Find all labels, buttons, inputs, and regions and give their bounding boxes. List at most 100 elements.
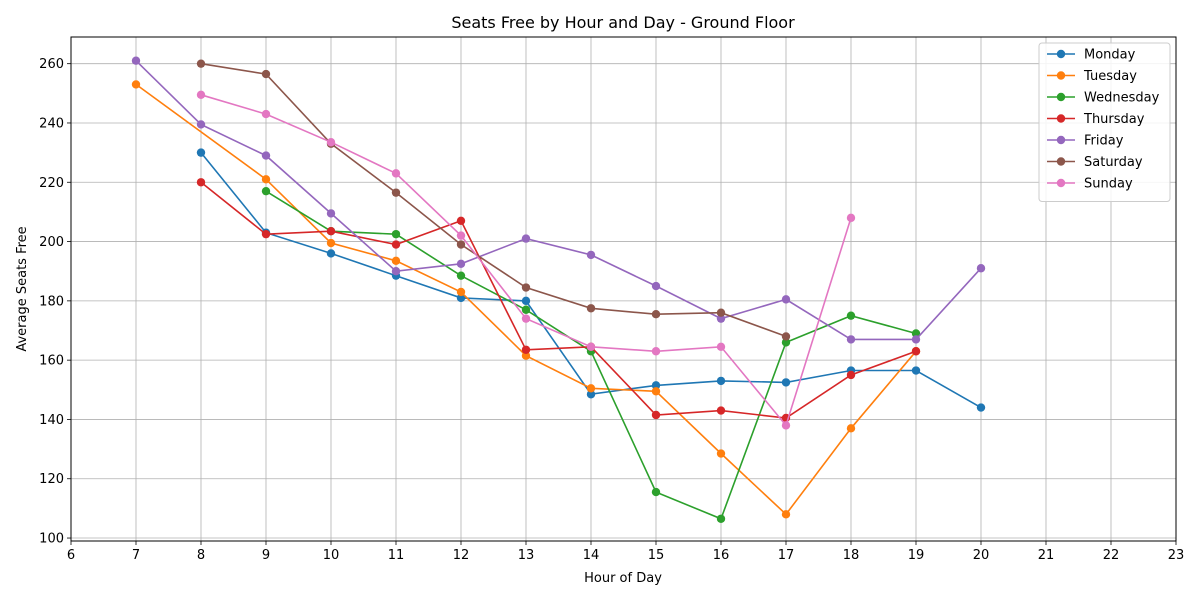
legend-label-sunday: Sunday	[1084, 177, 1133, 192]
series-line-thursday	[200, 181, 917, 419]
data-point-sunday	[781, 421, 791, 430]
data-point-wednesday	[911, 329, 921, 338]
data-point-sunday	[391, 169, 401, 178]
data-point-saturday	[651, 310, 661, 319]
data-point-monday	[716, 376, 726, 386]
data-point-wednesday	[716, 514, 726, 523]
series-lines	[131, 56, 986, 523]
data-point-tuesday	[391, 256, 401, 266]
series-saturday	[196, 59, 791, 341]
data-point-tuesday	[586, 384, 596, 393]
legend-label-wednesday: Wednesday	[1084, 91, 1160, 106]
x-tick-label: 6	[67, 548, 75, 563]
data-point-friday	[456, 259, 466, 268]
data-point-tuesday	[651, 387, 661, 396]
data-point-thursday	[846, 370, 856, 380]
data-point-sunday	[521, 314, 531, 323]
data-point-friday	[196, 120, 206, 129]
data-point-monday	[781, 378, 791, 387]
legend-marker-monday	[1056, 49, 1066, 59]
legend-label-monday: Monday	[1084, 48, 1136, 63]
data-point-tuesday	[261, 175, 271, 184]
data-point-friday	[911, 335, 921, 344]
data-point-friday	[391, 267, 401, 276]
data-point-wednesday	[261, 186, 271, 196]
data-point-sunday	[846, 213, 856, 223]
grid-lines	[70, 37, 1177, 541]
plot-frame	[70, 36, 1177, 542]
legend-marker-wednesday	[1056, 92, 1066, 102]
data-point-sunday	[196, 90, 206, 100]
data-point-saturday	[521, 283, 531, 292]
data-point-monday	[326, 249, 336, 258]
series-line-friday	[135, 60, 982, 341]
data-point-friday	[586, 250, 596, 260]
x-tick-label: 8	[197, 548, 205, 563]
y-tick-label: 100	[39, 532, 64, 547]
data-point-friday	[326, 209, 336, 218]
data-point-sunday	[326, 138, 336, 147]
legend-marker-thursday	[1056, 114, 1066, 123]
data-point-friday	[131, 56, 141, 65]
data-point-monday	[976, 403, 986, 412]
data-point-monday	[521, 296, 531, 306]
data-point-thursday	[261, 229, 271, 239]
legend-marker-friday	[1056, 135, 1066, 145]
data-point-tuesday	[326, 238, 336, 248]
legend-marker-sunday	[1056, 178, 1066, 188]
y-tick-label: 140	[39, 413, 64, 428]
data-point-saturday	[456, 240, 466, 249]
data-point-thursday	[716, 406, 726, 415]
data-point-wednesday	[521, 305, 531, 314]
data-point-monday	[196, 148, 206, 157]
data-point-friday	[716, 314, 726, 323]
legend: Monday Tuesday Wednesday Thursday Friday Satu…	[1038, 42, 1171, 202]
data-point-thursday	[911, 347, 921, 356]
y-tick-label: 120	[39, 472, 64, 487]
data-point-friday	[976, 264, 986, 273]
chart-title: Seats Free by Hour and Day - Ground Floo…	[451, 13, 795, 32]
data-point-sunday	[586, 342, 596, 352]
data-point-sunday	[651, 347, 661, 356]
series-sunday	[196, 90, 856, 430]
y-tick-label: 220	[39, 176, 64, 191]
data-point-monday	[651, 381, 661, 390]
data-point-saturday	[391, 188, 401, 197]
x-tick-label: 13	[518, 548, 535, 563]
data-point-friday	[261, 151, 271, 160]
data-point-thursday	[651, 410, 661, 420]
x-tick-label: 22	[1103, 548, 1120, 563]
data-point-wednesday	[391, 229, 401, 239]
x-tick-label: 15	[648, 548, 665, 563]
data-point-wednesday	[651, 487, 661, 497]
x-tick-label: 12	[453, 548, 470, 563]
data-point-thursday	[196, 178, 206, 187]
data-point-thursday	[326, 226, 336, 236]
x-tick-label: 7	[132, 548, 140, 563]
x-tick-label: 17	[778, 548, 795, 563]
data-point-wednesday	[846, 311, 856, 320]
x-tick-label: 14	[583, 548, 600, 563]
y-tick-label: 160	[39, 354, 64, 369]
x-axis-label: Hour of Day	[584, 571, 662, 586]
y-axis-label: Average Seats Free	[15, 226, 30, 351]
x-tick-label: 16	[713, 548, 730, 563]
legend-label-tuesday: Tuesday	[1083, 69, 1137, 84]
data-point-saturday	[781, 332, 791, 341]
data-point-sunday	[716, 342, 726, 352]
legend-marker-saturday	[1056, 157, 1066, 166]
data-point-monday	[456, 293, 466, 303]
data-point-saturday	[196, 59, 206, 68]
data-point-thursday	[391, 240, 401, 249]
legend-marker-tuesday	[1056, 71, 1066, 80]
data-point-wednesday	[456, 271, 466, 280]
data-point-tuesday	[456, 287, 466, 297]
data-point-sunday	[261, 109, 271, 119]
data-point-saturday	[716, 308, 726, 317]
data-point-tuesday	[521, 351, 531, 360]
data-point-tuesday	[131, 80, 141, 89]
data-point-friday	[521, 234, 531, 243]
data-point-monday	[586, 390, 596, 399]
